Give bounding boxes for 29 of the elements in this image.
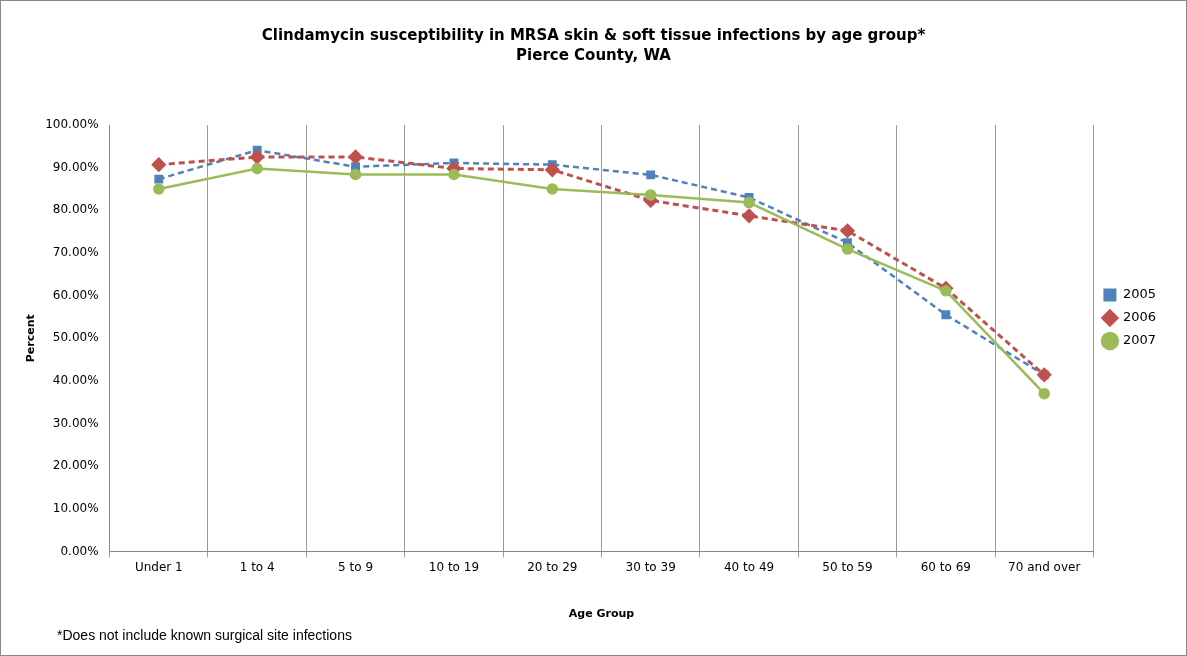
chart-title: Clindamycin susceptibility in MRSA skin & soft tissue infections by age group* [261,25,926,44]
x-tick-label: 5 to 9 [338,559,374,574]
x-tick-label: 70 and over [1008,559,1081,574]
x-tick-label: 20 to 29 [527,559,578,574]
x-tick-label: 60 to 69 [920,559,971,574]
x-tick-label: Under 1 [134,559,183,574]
y-tick-label: 60.00% [52,287,99,302]
y-tick-label: 50.00% [52,330,99,345]
x-tick-label: 10 to 19 [428,559,480,574]
chart-subtitle: Pierce County, WA [516,45,672,64]
y-tick-label: 100.00% [45,117,99,132]
y-tick-label: 20.00% [52,458,99,473]
y-tick-label: 90.00% [52,159,99,174]
x-tick-label: 40 to 49 [723,559,775,574]
legend-label: 2006 [1122,309,1157,325]
y-tick-label: 80.00% [52,202,99,217]
y-tick-label: 40.00% [52,372,99,387]
legend-label: 2005 [1122,286,1157,302]
y-tick-label: 0.00% [60,543,99,558]
x-axis-title: Age Group [568,607,635,621]
y-tick-label: 30.00% [52,415,99,430]
y-tick-label: 70.00% [52,245,99,260]
x-tick-label: 50 to 59 [822,559,873,574]
x-tick-label: 1 to 4 [239,559,275,574]
legend-label: 2007 [1122,332,1157,348]
text: *Does not include known surgical site infections [57,627,352,643]
y-axis-title: Percent [24,314,38,363]
y-tick-label: 10.00% [52,500,99,515]
x-tick-label: 30 to 39 [625,559,676,574]
